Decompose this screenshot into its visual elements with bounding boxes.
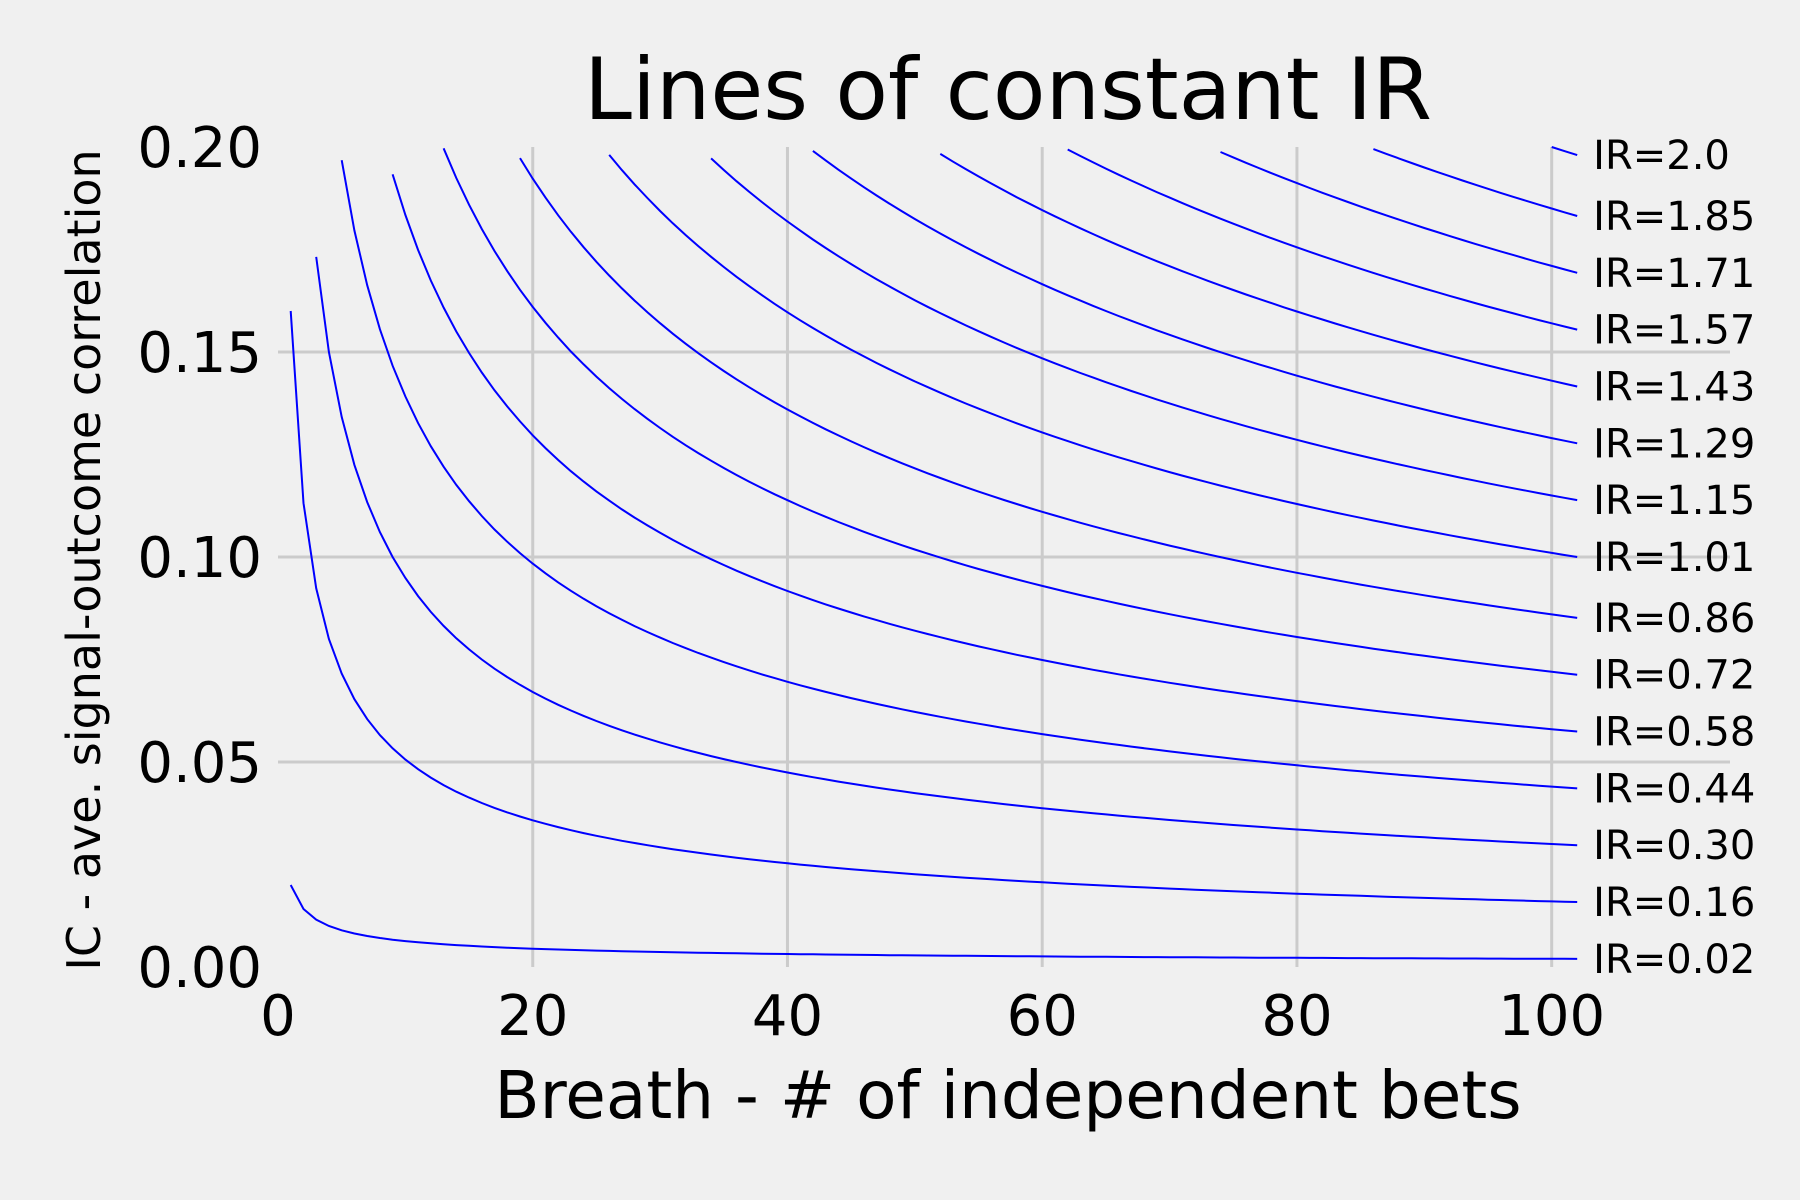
ir-curve <box>1067 148 1578 331</box>
x-tick-label: 100 <box>1498 984 1605 1049</box>
ir-curve <box>289 310 1578 903</box>
curve-labels-layer: IR=0.02 IR=0.16 IR=0.30 IR=0.44 IR=0.58 IR=0.… <box>1593 133 1755 983</box>
curves-layer <box>289 146 1578 960</box>
ir-curve <box>289 884 1578 960</box>
ir-curve <box>939 153 1578 388</box>
ir-curve-label: IR=0.58 <box>1593 710 1755 756</box>
ir-curve <box>391 173 1578 733</box>
ir-curve <box>1220 151 1578 274</box>
ir-curve <box>812 150 1578 445</box>
ir-curve-label: IR=1.01 <box>1593 535 1755 581</box>
x-tick-label: 20 <box>497 984 568 1049</box>
ir-curve <box>315 256 1578 847</box>
chart-title: Lines of constant IR <box>584 40 1432 140</box>
ir-curve <box>340 160 1578 790</box>
ir-curve <box>710 157 1578 502</box>
y-tick-label: 0.15 <box>137 321 262 386</box>
x-tick-label: 0 <box>260 984 296 1049</box>
x-tick-label: 40 <box>752 984 823 1049</box>
ir-curve <box>1551 146 1578 157</box>
ir-curve-label: IR=1.15 <box>1593 478 1755 524</box>
ir-curve <box>442 147 1578 676</box>
ir-curve-label: IR=0.16 <box>1593 880 1755 926</box>
y-tick-label: 0.10 <box>137 526 262 591</box>
ir-curve-label: IR=0.44 <box>1593 766 1755 812</box>
ir-curve-label: IR=0.30 <box>1593 823 1755 869</box>
y-tick-label: 0.20 <box>137 116 262 181</box>
ir-curve-label: IR=2.0 <box>1593 133 1730 179</box>
y-tick-label: 0.00 <box>137 936 262 1001</box>
ir-curve-label: IR=1.85 <box>1593 194 1755 240</box>
ir-curve <box>1373 148 1578 217</box>
ir-curve-label: IR=1.57 <box>1593 308 1755 354</box>
ir-curve-label: IR=1.43 <box>1593 364 1755 410</box>
ticks-layer: 0 20 40 60 80 100 0.00 0.05 0.10 0.15 0.20 <box>137 116 1605 1049</box>
ir-curve-label: IR=0.72 <box>1593 653 1755 699</box>
ir-curve-label: IR=0.86 <box>1593 596 1755 642</box>
y-tick-label: 0.05 <box>137 731 262 796</box>
x-tick-label: 80 <box>1261 984 1332 1049</box>
y-axis-label: IC - ave. signal-outcome correlation <box>57 149 111 970</box>
ir-curve <box>519 157 1578 619</box>
x-tick-label: 60 <box>1007 984 1078 1049</box>
ir-curve-label: IR=1.29 <box>1593 421 1755 467</box>
ir-curve-label: IR=1.71 <box>1593 251 1755 297</box>
ir-curve-label: IR=0.02 <box>1593 937 1755 983</box>
x-axis-label: Breath - # of independent bets <box>494 1057 1521 1134</box>
ir-curve <box>608 154 1578 558</box>
